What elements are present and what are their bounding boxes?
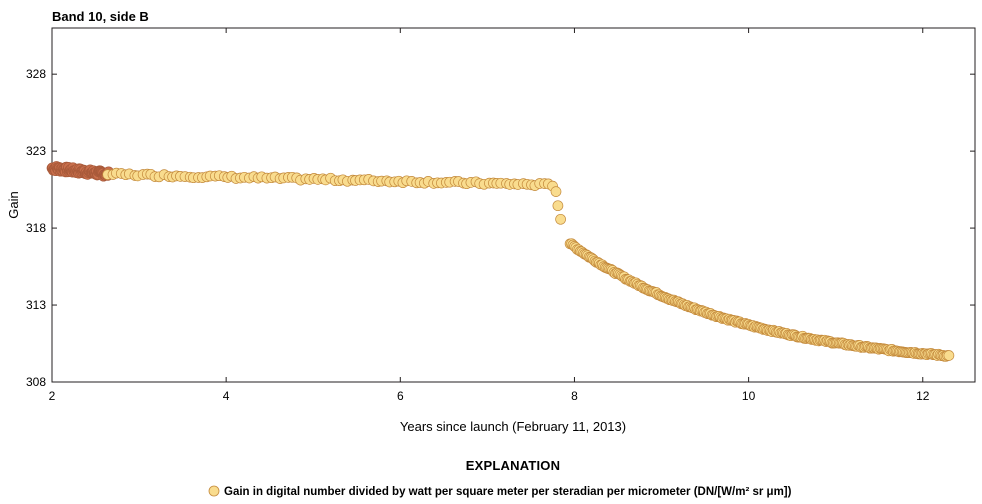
y-tick-label: 308: [26, 375, 46, 389]
x-axis-ticks: 2 4 6 8 10 12: [49, 28, 930, 403]
x-tick-label: 4: [223, 389, 230, 403]
data-points: [46, 161, 955, 362]
y-axis-label: Gain: [6, 191, 21, 218]
y-tick-label: 328: [26, 67, 46, 81]
x-axis-label: Years since launch (February 11, 2013): [400, 419, 626, 434]
data-point: [550, 186, 562, 197]
data-point: [943, 350, 955, 361]
legend: Gain in digital number divided by watt p…: [208, 485, 792, 498]
x-tick-label: 2: [49, 389, 56, 403]
data-point: [555, 213, 566, 225]
y-axis-ticks: 308 313 318 323 328: [26, 67, 975, 389]
chart-title: Band 10, side B: [52, 9, 149, 24]
x-tick-label: 10: [742, 389, 756, 403]
plot-frame: [51, 27, 976, 383]
legend-marker: [208, 485, 220, 497]
y-tick-label: 318: [26, 221, 46, 235]
y-tick-label: 323: [26, 144, 46, 158]
y-tick-label: 313: [26, 298, 46, 312]
plot-area: [51, 27, 976, 383]
x-tick-label: 6: [397, 389, 404, 403]
x-tick-label: 8: [571, 389, 578, 403]
data-point: [552, 200, 564, 212]
legend-label: Gain in digital number divided by watt p…: [224, 486, 792, 498]
x-tick-label: 12: [916, 389, 930, 403]
explanation-heading: EXPLANATION: [466, 458, 560, 473]
